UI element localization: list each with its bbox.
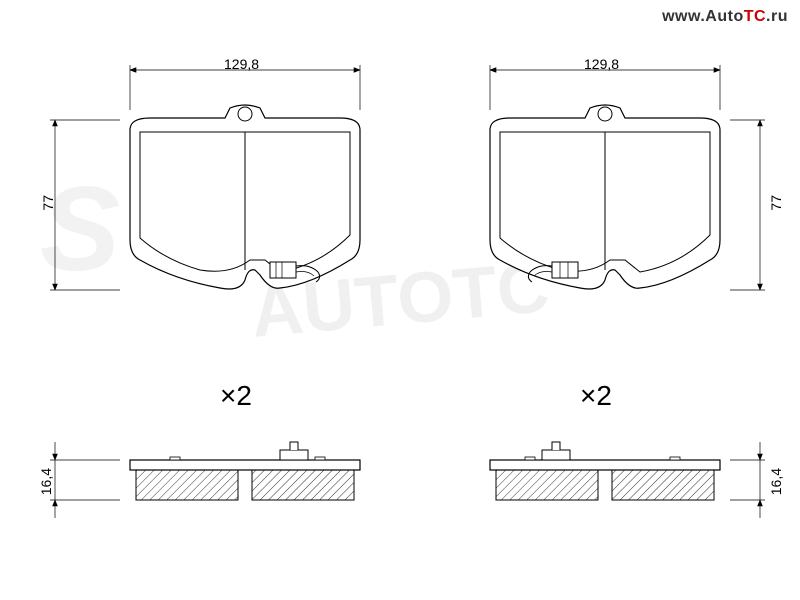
qty-left: ×2 [220,380,252,412]
dim-thick-left: 16,4 [38,468,54,495]
drawing-canvas: S AUTOTC www.AutoTC.ru [0,0,800,600]
dim-thick-right: 16,4 [768,468,784,495]
technical-drawing [0,0,800,600]
qty-right: ×2 [580,380,612,412]
pad-left-side [50,442,360,518]
dim-width-left: 129,8 [224,56,259,72]
pad-left-front [50,65,360,290]
pad-right-front [490,65,765,290]
dim-height-left: 77 [40,195,56,211]
dim-width-right: 129,8 [584,56,619,72]
dim-height-right: 77 [768,195,784,211]
pad-right-side [490,442,765,518]
